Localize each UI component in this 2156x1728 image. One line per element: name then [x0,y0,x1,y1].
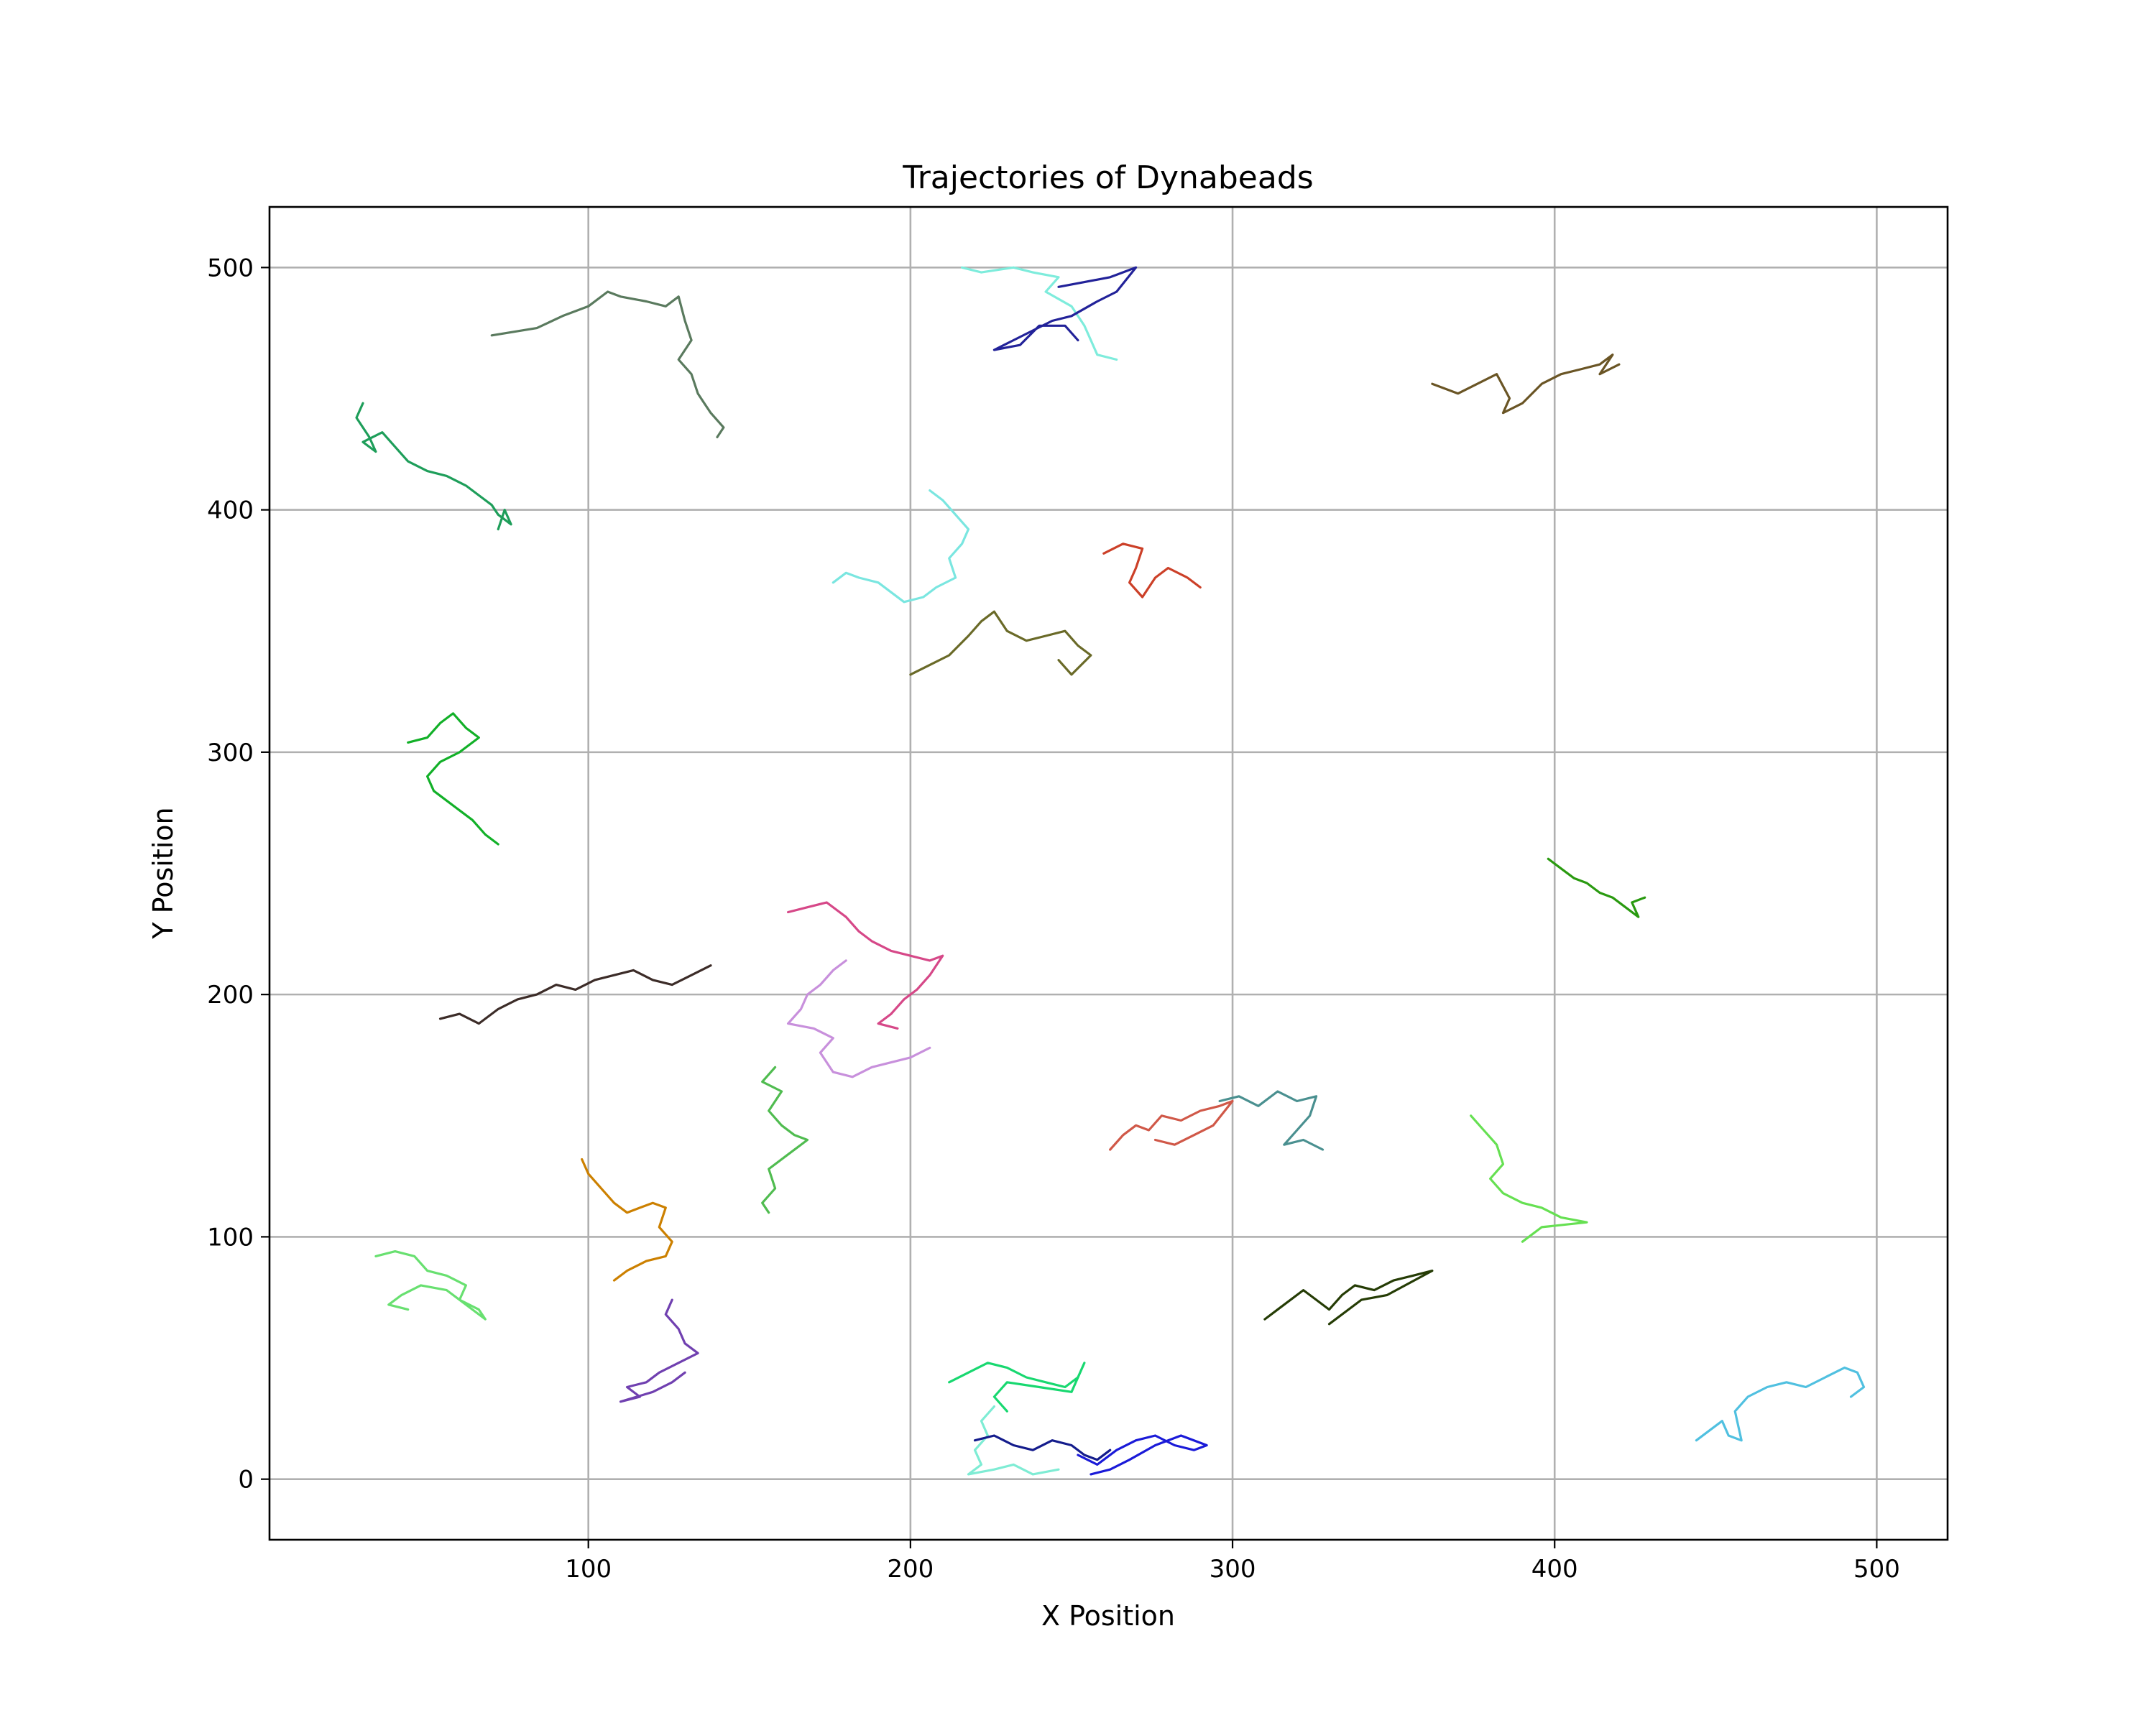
trajectory-10 [1547,857,1646,918]
trajectory-16 [1109,1099,1234,1151]
trajectory-3 [960,266,1118,361]
trajectory-12 [786,959,931,1078]
trajectory-7 [1102,542,1202,599]
trajectory-25 [1077,1434,1208,1476]
trajectory-21 [619,1298,699,1403]
plot-frame [268,205,1949,1541]
x-tick-label: 300 [1210,1555,1256,1584]
x-tick-label: 500 [1853,1555,1900,1584]
ticks: 100 200 300 400 500 0 100 200 300 400 500 [207,254,1900,1584]
trajectory-17 [1218,1090,1325,1151]
y-tick-label: 200 [207,981,254,1009]
y-tick-label: 300 [207,739,254,767]
trajectory-24 [973,1434,1112,1461]
trajectory-13 [438,964,712,1025]
trajectory-22 [948,1362,1086,1413]
grid [270,207,1948,1540]
trajectory-19 [374,1249,487,1321]
trajectory-26 [1695,1366,1866,1442]
y-tick-label: 100 [207,1223,254,1252]
x-axis-label: X Position [1041,1600,1175,1632]
x-tick-label: 100 [565,1555,612,1584]
x-tick-label: 200 [887,1555,934,1584]
y-tick-label: 400 [207,496,254,525]
y-axis-label: Y Position [147,807,179,939]
x-tick-label: 400 [1531,1555,1578,1584]
trajectory-20 [1263,1269,1434,1326]
y-tick-label: 0 [238,1466,254,1494]
trajectory-18 [1470,1114,1588,1243]
trajectory-8 [909,610,1092,676]
trajectory-15 [581,1158,673,1282]
y-tick-label: 500 [207,254,254,282]
trajectory-9 [407,712,499,846]
trajectory-4 [992,266,1138,351]
trajectory-2 [355,402,512,531]
trajectory-11 [786,901,944,1030]
trajectories [355,266,1866,1476]
trajectory-23 [967,1405,1060,1476]
trajectory-14 [761,1066,809,1214]
chart-title: Trajectories of Dynabeads [902,160,1313,196]
trajectory-6 [831,489,970,604]
trajectory-5 [1431,354,1621,415]
trajectory-1 [490,290,725,439]
